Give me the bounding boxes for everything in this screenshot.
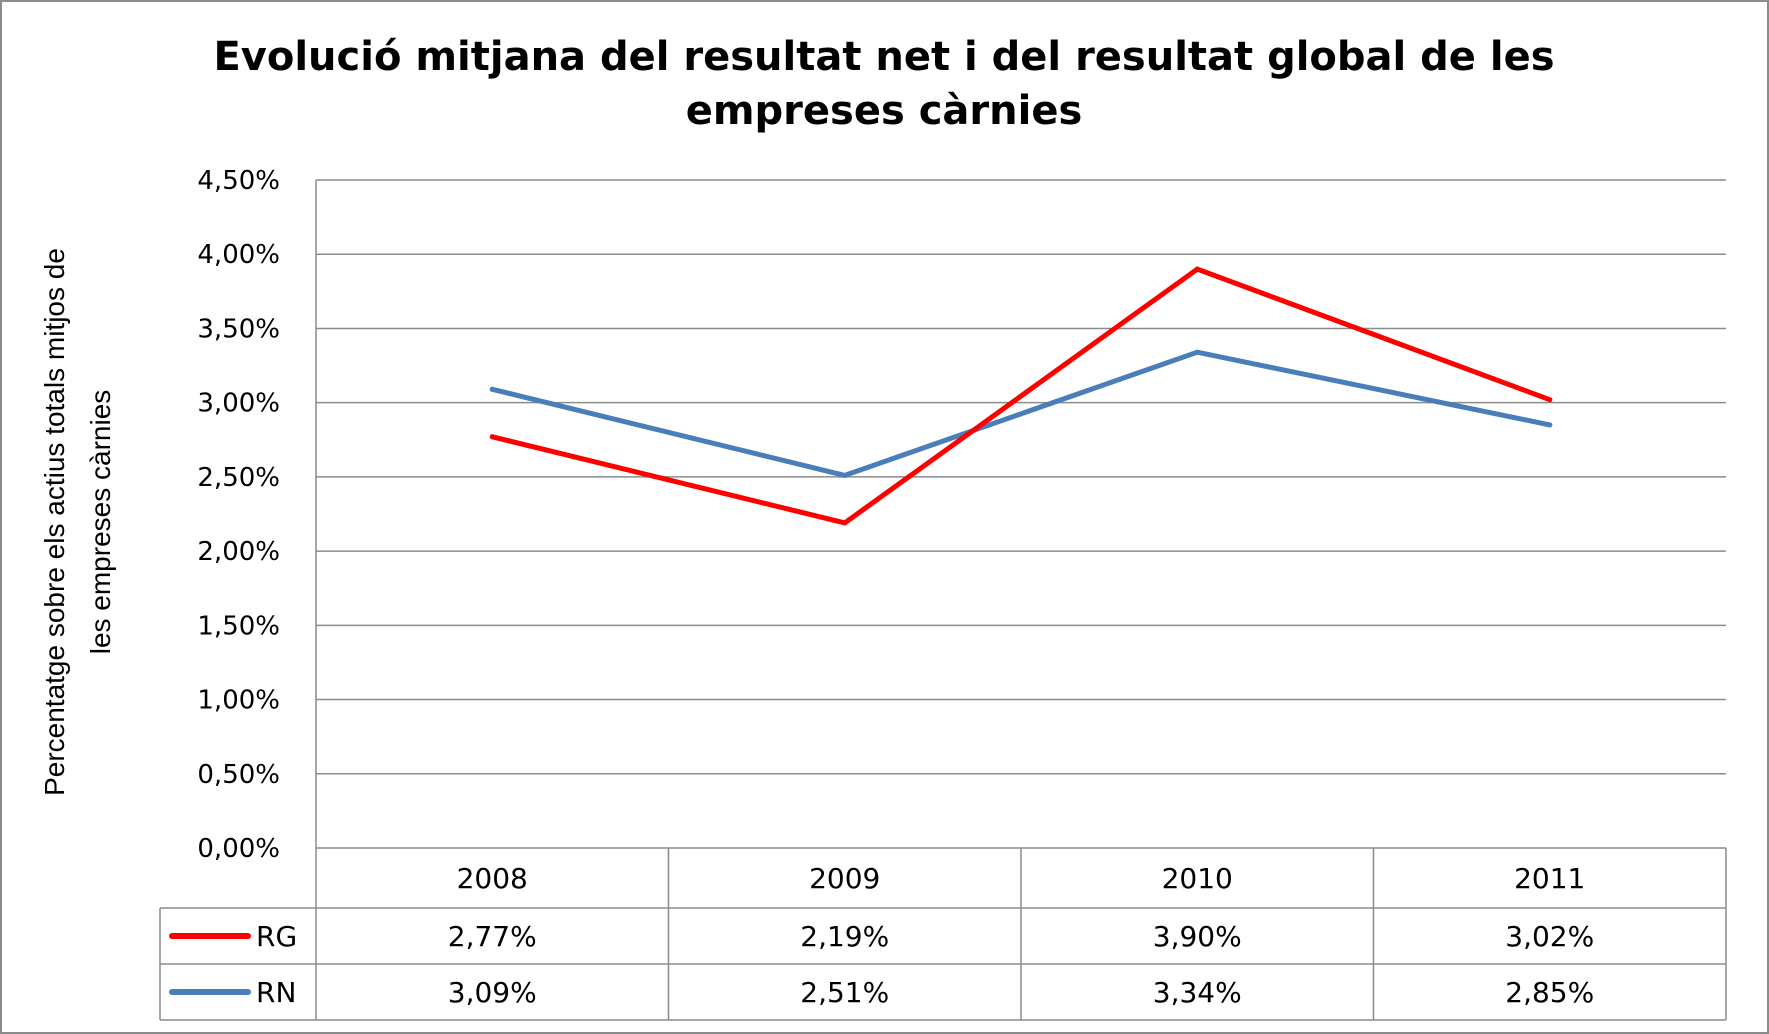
y-tick-label: 2,50%	[197, 463, 280, 493]
x-tick-label: 2011	[1514, 862, 1585, 895]
y-tick-label: 4,50%	[197, 166, 280, 196]
y-tick-label: 4,00%	[197, 240, 280, 270]
y-axis-label-line-1: Percentatge sobre els actius totals mitj…	[39, 248, 70, 796]
data-point-rn	[842, 472, 848, 478]
chart-title-line-1: Evolució mitjana del resultat net i del …	[213, 34, 1554, 80]
x-tick-label: 2009	[809, 862, 880, 895]
y-tick-label: 2,00%	[197, 537, 280, 567]
data-table: 2008 2009 2010 2011 RG 2,77% 2,19% 3,90% 3,02% RN…	[159, 847, 1727, 1021]
data-point-rg	[842, 520, 848, 526]
legend-label-rg: RG	[256, 920, 297, 953]
y-tick-label: 1,00%	[197, 686, 280, 716]
data-label-rg: 3,02%	[1505, 920, 1594, 953]
data-point-rg	[1194, 266, 1200, 272]
y-tick-label: 3,00%	[197, 389, 280, 419]
x-tick-label: 2008	[457, 862, 528, 895]
y-axis-label-line-2: les empreses càrnies	[85, 390, 116, 655]
y-tick-labels: 0,00% 0,50% 1,00% 1,50% 2,00% 2,50% 3,00% 3,50%…	[197, 166, 280, 864]
chart-title: Evolució mitjana del resultat net i del …	[213, 34, 1554, 134]
data-point-rn	[1194, 349, 1200, 355]
data-point-rn	[1547, 422, 1553, 428]
data-point-rn	[489, 386, 495, 392]
y-tick-label: 1,50%	[197, 611, 280, 641]
series-lines	[489, 266, 1553, 526]
data-label-rg: 2,77%	[448, 920, 537, 953]
data-label-rg: 3,90%	[1153, 920, 1242, 953]
chart-title-line-2: empreses càrnies	[686, 88, 1083, 134]
legend-label-rn: RN	[256, 976, 296, 1009]
y-axis-label: Percentatge sobre els actius totals mitj…	[39, 248, 116, 796]
grid-lines	[315, 179, 1726, 848]
data-label-rn: 2,85%	[1505, 976, 1594, 1009]
series-line-rn	[489, 349, 1553, 478]
data-label-rn: 2,51%	[800, 976, 889, 1009]
y-tick-label: 0,50%	[197, 760, 280, 790]
data-point-rg	[1547, 397, 1553, 403]
data-point-rg	[489, 434, 495, 440]
y-tick-label: 0,00%	[197, 834, 280, 864]
data-label-rn: 3,09%	[448, 976, 537, 1009]
x-tick-label: 2010	[1162, 862, 1233, 895]
y-tick-label: 3,50%	[197, 314, 280, 344]
series-line-rg	[489, 266, 1553, 526]
data-label-rn: 3,34%	[1153, 976, 1242, 1009]
data-label-rg: 2,19%	[800, 920, 889, 953]
